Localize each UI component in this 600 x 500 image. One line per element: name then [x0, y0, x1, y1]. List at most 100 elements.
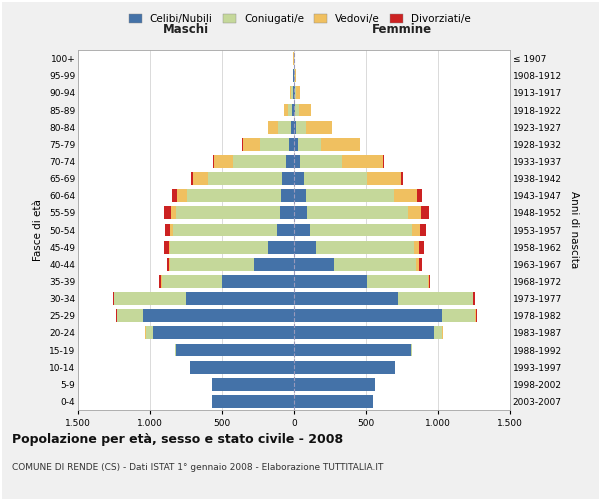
- Bar: [222, 275, 294, 288]
- Bar: [169, 258, 170, 270]
- Bar: [294, 224, 310, 236]
- Bar: [292, 86, 293, 100]
- Bar: [289, 138, 294, 150]
- Bar: [294, 275, 367, 288]
- Bar: [294, 326, 434, 340]
- Bar: [298, 138, 320, 150]
- Bar: [295, 86, 296, 100]
- Bar: [281, 190, 294, 202]
- Bar: [294, 395, 373, 408]
- Y-axis label: Fasce di età: Fasce di età: [34, 199, 43, 261]
- Bar: [212, 155, 214, 168]
- Bar: [153, 326, 294, 340]
- Bar: [294, 378, 374, 390]
- Bar: [416, 258, 419, 270]
- Bar: [146, 326, 153, 340]
- Bar: [212, 395, 294, 408]
- Bar: [117, 310, 143, 322]
- Bar: [291, 120, 294, 134]
- Bar: [420, 224, 427, 236]
- Bar: [307, 206, 408, 220]
- Bar: [294, 190, 306, 202]
- Bar: [296, 86, 300, 100]
- Y-axis label: Anni di nascita: Anni di nascita: [569, 192, 578, 268]
- Bar: [164, 240, 169, 254]
- Bar: [294, 344, 410, 356]
- Bar: [278, 120, 291, 134]
- Bar: [170, 258, 254, 270]
- Bar: [288, 104, 292, 117]
- Bar: [169, 240, 170, 254]
- Bar: [342, 155, 383, 168]
- Text: Femmine: Femmine: [372, 24, 432, 36]
- Bar: [316, 240, 414, 254]
- Bar: [214, 155, 233, 168]
- Bar: [410, 344, 412, 356]
- Bar: [414, 240, 419, 254]
- Bar: [293, 86, 294, 100]
- Bar: [367, 172, 401, 185]
- Bar: [428, 275, 430, 288]
- Text: Maschi: Maschi: [163, 24, 209, 36]
- Bar: [294, 258, 334, 270]
- Bar: [295, 104, 299, 117]
- Bar: [243, 138, 260, 150]
- Bar: [171, 206, 176, 220]
- Bar: [320, 138, 359, 150]
- Bar: [159, 275, 161, 288]
- Bar: [286, 155, 294, 168]
- Bar: [434, 326, 442, 340]
- Bar: [193, 172, 208, 185]
- Bar: [296, 120, 306, 134]
- Bar: [260, 138, 289, 150]
- Bar: [310, 224, 412, 236]
- Bar: [212, 378, 294, 390]
- Bar: [294, 86, 295, 100]
- Bar: [143, 310, 294, 322]
- Bar: [175, 344, 176, 356]
- Bar: [268, 120, 278, 134]
- Bar: [299, 104, 311, 117]
- Bar: [294, 292, 398, 305]
- Bar: [334, 258, 416, 270]
- Bar: [306, 120, 332, 134]
- Bar: [398, 292, 473, 305]
- Bar: [292, 104, 294, 117]
- Bar: [290, 86, 292, 100]
- Bar: [208, 172, 283, 185]
- Bar: [277, 224, 294, 236]
- Bar: [359, 138, 360, 150]
- Bar: [294, 172, 304, 185]
- Bar: [283, 172, 294, 185]
- Bar: [301, 155, 342, 168]
- Bar: [408, 206, 421, 220]
- Bar: [161, 275, 222, 288]
- Bar: [383, 155, 384, 168]
- Bar: [173, 224, 277, 236]
- Bar: [294, 240, 316, 254]
- Legend: Celibi/Nubili, Coniugati/e, Vedovi/e, Divorziati/e: Celibi/Nubili, Coniugati/e, Vedovi/e, Di…: [125, 10, 475, 29]
- Bar: [114, 292, 186, 305]
- Bar: [172, 190, 178, 202]
- Bar: [295, 70, 296, 82]
- Bar: [294, 120, 296, 134]
- Bar: [284, 104, 288, 117]
- Bar: [304, 172, 367, 185]
- Bar: [294, 138, 298, 150]
- Bar: [280, 206, 294, 220]
- Bar: [419, 258, 422, 270]
- Bar: [164, 206, 171, 220]
- Bar: [421, 206, 428, 220]
- Bar: [233, 155, 286, 168]
- Bar: [294, 155, 301, 168]
- Bar: [190, 360, 294, 374]
- Bar: [294, 206, 307, 220]
- Bar: [473, 292, 475, 305]
- Bar: [367, 275, 428, 288]
- Bar: [178, 190, 187, 202]
- Bar: [176, 344, 294, 356]
- Bar: [401, 172, 403, 185]
- Text: COMUNE DI RENDE (CS) - Dati ISTAT 1° gennaio 2008 - Elaborazione TUTTITALIA.IT: COMUNE DI RENDE (CS) - Dati ISTAT 1° gen…: [12, 463, 383, 472]
- Bar: [476, 310, 477, 322]
- Bar: [417, 190, 422, 202]
